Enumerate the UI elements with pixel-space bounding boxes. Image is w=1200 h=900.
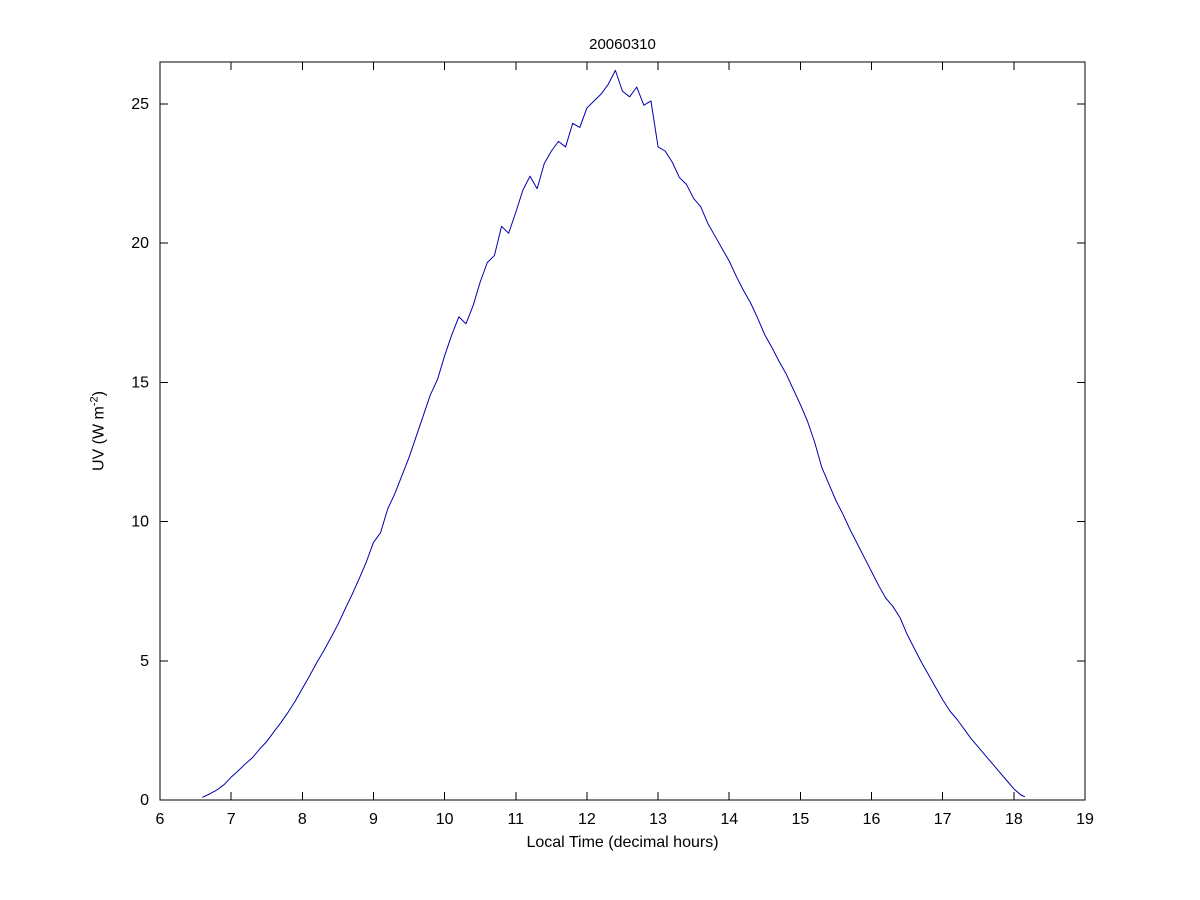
uv-data-line xyxy=(202,69,1026,798)
x-axis-tick-label: 18 xyxy=(1005,811,1023,828)
y-axis-tick-label: 10 xyxy=(131,514,149,531)
y-axis-tick-label: 20 xyxy=(131,235,149,252)
x-axis-tick-label: 11 xyxy=(507,811,524,828)
x-axis-tick-label: 9 xyxy=(369,811,378,828)
x-axis-tick-label: 7 xyxy=(227,811,236,828)
y-axis-tick-label: 15 xyxy=(131,374,149,391)
x-axis-tick-label: 17 xyxy=(934,811,952,828)
x-axis-tick-label: 13 xyxy=(649,811,667,828)
y-axis-tick-label: 5 xyxy=(140,653,149,670)
y-axis-label: UV (W m-2) xyxy=(85,391,108,471)
y-axis-tick-label: 25 xyxy=(131,96,149,113)
x-axis-tick-label: 10 xyxy=(436,811,454,828)
x-axis-tick-label: 15 xyxy=(791,811,809,828)
y-axis-label-close: ) xyxy=(90,391,108,397)
x-axis-tick-label: 14 xyxy=(720,811,738,828)
axes-box xyxy=(159,61,1086,801)
y-axis-label-superscript: -2 xyxy=(88,396,101,407)
x-axis-tick-label: 12 xyxy=(578,811,596,828)
x-axis-tick-label: 8 xyxy=(298,811,307,828)
x-axis-tick-label: 6 xyxy=(156,811,165,828)
chart-title: 20060310 xyxy=(589,36,656,53)
x-axis-label: Local Time (decimal hours) xyxy=(526,834,719,851)
x-axis-tick-label: 19 xyxy=(1076,811,1094,828)
y-axis-label-text: UV (W m xyxy=(90,406,108,471)
x-axis-tick-label: 16 xyxy=(863,811,881,828)
y-axis-tick-label: 0 xyxy=(140,792,149,809)
